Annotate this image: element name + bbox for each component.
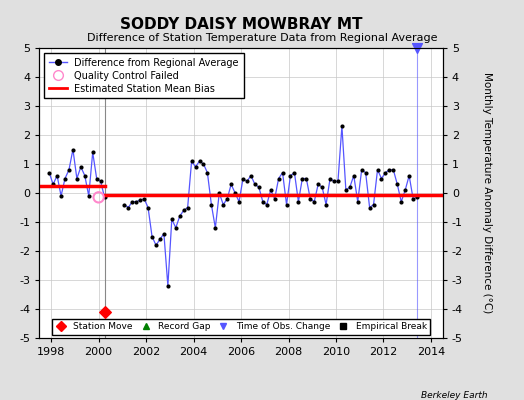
Point [409,196,417,202]
Point [132,198,140,205]
Point [215,190,223,196]
Point [373,166,381,173]
Text: Difference of Station Temperature Data from Regional Average: Difference of Station Temperature Data f… [87,33,437,43]
Point [171,225,180,231]
Point [148,233,156,240]
Point [101,194,109,200]
Point [413,45,421,51]
Point [94,194,103,200]
Point [350,172,358,179]
Point [381,170,390,176]
Point [334,178,342,185]
Point [255,184,263,190]
Point [183,204,192,211]
Point [231,190,239,196]
Point [77,164,85,170]
Point [385,166,394,173]
Point [389,166,398,173]
Point [203,170,212,176]
Point [101,309,109,315]
Point [294,198,302,205]
Point [45,170,53,176]
Point [180,207,188,214]
Point [199,161,208,167]
Point [81,172,89,179]
Point [84,193,93,199]
Point [278,170,287,176]
Point [96,178,105,185]
Point [369,201,378,208]
Legend: Station Move, Record Gap, Time of Obs. Change, Empirical Break: Station Move, Record Gap, Time of Obs. C… [52,319,430,335]
Point [405,172,413,179]
Point [275,175,283,182]
Point [156,236,164,242]
Point [188,158,196,164]
Point [290,170,299,176]
Point [65,166,73,173]
Point [357,166,366,173]
Point [310,198,319,205]
Point [282,201,291,208]
Point [168,216,176,222]
Text: Berkeley Earth: Berkeley Earth [421,391,487,400]
Point [401,187,409,193]
Point [318,184,326,190]
Point [160,230,168,237]
Point [377,175,386,182]
Point [120,201,128,208]
Point [89,149,97,156]
Point [144,204,152,211]
Point [92,175,101,182]
Y-axis label: Monthly Temperature Anomaly Difference (°C): Monthly Temperature Anomaly Difference (… [483,72,493,314]
Point [247,172,255,179]
Point [298,175,307,182]
Point [413,194,421,200]
Point [176,213,184,219]
Point [73,175,81,182]
Point [163,282,172,289]
Point [61,175,69,182]
Point [195,158,204,164]
Point [239,175,247,182]
Point [365,204,374,211]
Point [191,164,200,170]
Point [326,175,334,182]
Point [338,123,346,130]
Point [342,187,350,193]
Point [263,201,271,208]
Point [243,178,251,185]
Point [207,201,215,208]
Point [362,170,370,176]
Point [219,201,227,208]
Point [306,196,314,202]
Point [322,201,330,208]
Point [69,146,77,153]
Point [393,181,401,188]
Point [397,198,406,205]
Point [136,197,145,204]
Point [57,193,66,199]
Point [314,181,322,188]
Point [330,178,338,185]
Point [124,204,133,211]
Point [223,196,232,202]
Point [259,198,267,205]
Point [302,175,311,182]
Point [140,196,148,202]
Title: SODDY DAISY MOWBRAY MT: SODDY DAISY MOWBRAY MT [120,16,362,32]
Point [346,184,354,190]
Point [267,187,275,193]
Point [354,198,362,205]
Point [286,172,294,179]
Point [152,242,160,248]
Point [270,196,279,202]
Point [235,198,243,205]
Point [250,181,259,188]
Point [211,225,220,231]
Point [49,181,57,188]
Point [128,198,136,205]
Point [227,181,235,188]
Point [53,172,61,179]
